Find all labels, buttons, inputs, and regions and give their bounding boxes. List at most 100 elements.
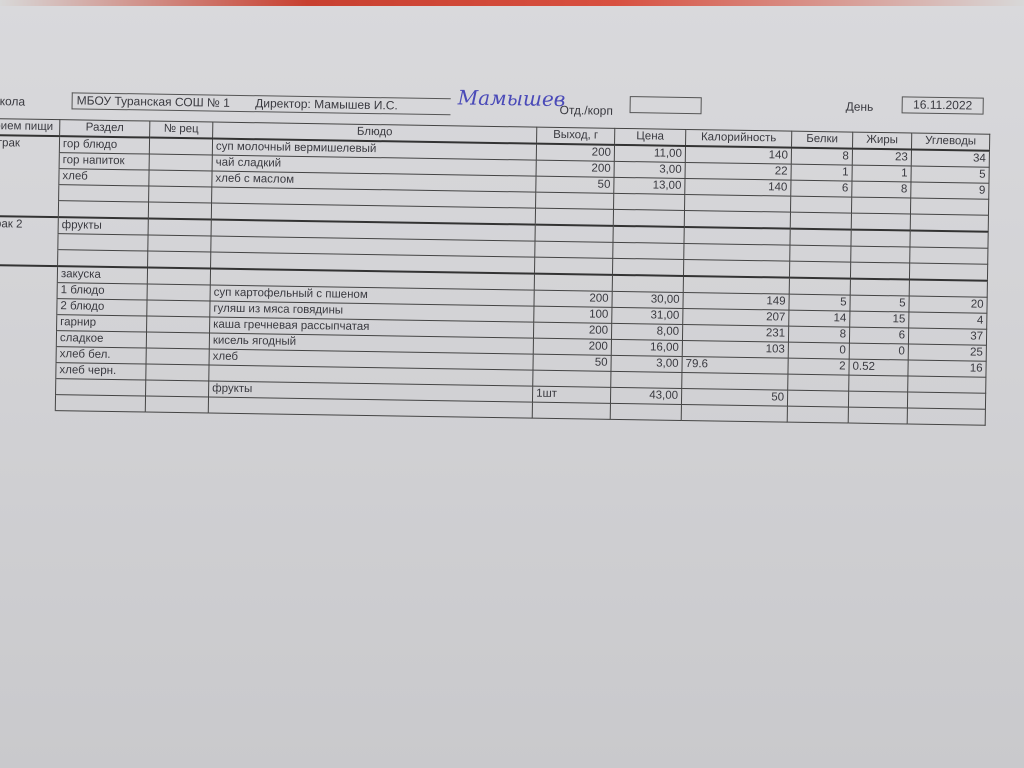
section-cell: [58, 184, 149, 203]
carbs-cell: 20: [908, 295, 988, 314]
recipe-no-cell: [149, 154, 213, 172]
recipe-no-cell: [146, 316, 210, 334]
protein-cell: [787, 406, 849, 424]
carbs-cell: [910, 214, 989, 232]
meal-name: [0, 248, 58, 267]
menu-table: рием пищи Раздел № рец Блюдо Выход, г Цена Кал…: [0, 118, 990, 426]
fat-cell: [848, 391, 908, 408]
meal-name: [0, 377, 56, 395]
meal-name: [0, 345, 57, 363]
school-field: МБОУ Туранская СОШ № 1 Директор: Мамышев…: [71, 92, 451, 116]
protein-cell: 14: [788, 310, 850, 328]
meal-name: [0, 313, 57, 331]
protein-cell: 8: [791, 147, 853, 166]
fat-cell: 5: [849, 295, 910, 312]
recipe-no-cell: [145, 364, 210, 382]
output-cell: [532, 402, 611, 420]
price-cell: [612, 258, 684, 276]
day-label: День: [845, 99, 874, 114]
fat-cell: 15: [849, 311, 909, 328]
section-cell: 2 блюдо: [56, 298, 148, 317]
calories-cell: 103: [682, 340, 789, 359]
output-cell: 1шт: [532, 386, 611, 404]
fat-cell: 1: [851, 165, 912, 183]
calories-cell: [681, 372, 788, 391]
fat-cell: 0.52: [848, 359, 909, 376]
protein-cell: 0: [788, 342, 850, 360]
protein-cell: [789, 261, 851, 279]
column-header: № рец: [149, 121, 213, 139]
output-cell: 50: [532, 354, 612, 372]
carbs-cell: [907, 375, 986, 394]
meal-name: [0, 329, 57, 347]
carbs-cell: 5: [910, 166, 990, 184]
column-header: рием пищи: [0, 118, 60, 137]
section-cell: гор блюдо: [59, 136, 150, 155]
price-cell: [613, 193, 685, 211]
column-header: Углеводы: [911, 133, 990, 151]
output-cell: 200: [533, 338, 612, 356]
dept-field: [629, 96, 702, 115]
recipe-no-cell: [146, 332, 210, 350]
carbs-cell: [909, 263, 988, 281]
protein-cell: [790, 196, 852, 214]
section-cell: [58, 200, 149, 219]
recipe-no-cell: [147, 235, 212, 253]
carbs-cell: [910, 198, 989, 216]
calories-cell: [683, 226, 791, 246]
price-cell: 8,00: [611, 323, 683, 341]
protein-cell: [787, 390, 849, 408]
meal-name: [0, 167, 60, 185]
protein-cell: [789, 277, 851, 296]
output-cell: [534, 241, 613, 259]
fat-cell: [851, 213, 911, 231]
section-cell: сладкое: [56, 330, 147, 349]
calories-cell: 140: [684, 178, 791, 197]
meal-name: [0, 151, 60, 169]
calories-cell: [684, 194, 791, 213]
section-cell: 1 блюдо: [57, 282, 148, 301]
fat-cell: [850, 229, 911, 248]
output-cell: 200: [533, 322, 612, 340]
output-cell: 200: [536, 143, 615, 162]
fat-cell: [848, 375, 908, 392]
fat-cell: [850, 278, 910, 296]
price-cell: 13,00: [613, 177, 686, 195]
column-header: Жиры: [852, 132, 912, 150]
school-name: МБОУ Туранская СОШ № 1: [76, 93, 230, 110]
fat-cell: [850, 246, 910, 264]
section-cell: хлеб черн.: [55, 362, 147, 381]
carbs-cell: 9: [910, 182, 989, 200]
calories-cell: 22: [685, 162, 792, 181]
price-cell: 3,00: [614, 161, 686, 179]
output-cell: 200: [533, 290, 613, 308]
carbs-cell: [909, 279, 988, 298]
carbs-cell: 16: [907, 359, 987, 378]
meal-name: [0, 281, 58, 299]
calories-cell: [683, 275, 790, 295]
price-cell: [612, 225, 685, 244]
output-cell: [535, 208, 614, 226]
dept-label: Отд./корп: [559, 102, 614, 118]
carbs-cell: [907, 391, 986, 410]
fat-cell: [851, 197, 911, 215]
school-label: кола: [0, 94, 26, 109]
director-signature: Мамышев: [457, 85, 566, 112]
calories-cell: 50: [681, 388, 788, 407]
fat-cell: 6: [849, 327, 909, 344]
protein-cell: [790, 212, 852, 230]
carbs-cell: 4: [908, 311, 987, 330]
price-cell: [613, 209, 685, 227]
section-cell: [57, 249, 148, 268]
column-header: Калорийность: [685, 129, 792, 148]
director-name: Директор: Мамышев И.С.: [255, 96, 398, 113]
section-cell: закуска: [57, 266, 148, 285]
price-cell: 16,00: [611, 339, 683, 357]
output-cell: 200: [536, 160, 615, 178]
recipe-no-cell: [148, 218, 212, 237]
price-cell: [610, 403, 682, 421]
calories-cell: 140: [685, 145, 792, 165]
protein-cell: 5: [788, 294, 851, 312]
carbs-cell: [909, 247, 988, 265]
output-cell: 100: [533, 306, 612, 324]
